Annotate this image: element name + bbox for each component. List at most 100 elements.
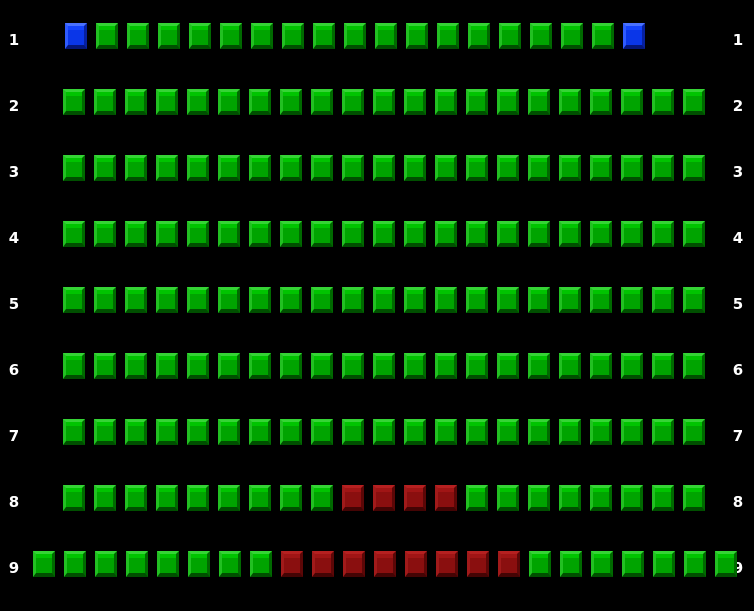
block-green[interactable] bbox=[590, 89, 612, 115]
block-green[interactable] bbox=[684, 551, 706, 577]
block-red[interactable] bbox=[435, 485, 457, 511]
block-green[interactable] bbox=[280, 419, 302, 445]
block-green[interactable] bbox=[156, 221, 178, 247]
block-green[interactable] bbox=[218, 155, 240, 181]
block-green[interactable] bbox=[280, 287, 302, 313]
block-red[interactable] bbox=[343, 551, 365, 577]
block-green[interactable] bbox=[559, 485, 581, 511]
block-green[interactable] bbox=[280, 485, 302, 511]
block-green[interactable] bbox=[528, 287, 550, 313]
block-green[interactable] bbox=[590, 155, 612, 181]
block-green[interactable] bbox=[313, 23, 335, 49]
block-green[interactable] bbox=[189, 23, 211, 49]
block-green[interactable] bbox=[528, 353, 550, 379]
block-green[interactable] bbox=[218, 485, 240, 511]
block-green[interactable] bbox=[466, 419, 488, 445]
block-green[interactable] bbox=[466, 287, 488, 313]
block-green[interactable] bbox=[280, 221, 302, 247]
block-green[interactable] bbox=[311, 419, 333, 445]
block-green[interactable] bbox=[466, 89, 488, 115]
block-green[interactable] bbox=[311, 485, 333, 511]
block-red[interactable] bbox=[467, 551, 489, 577]
block-red[interactable] bbox=[498, 551, 520, 577]
block-green[interactable] bbox=[435, 419, 457, 445]
block-green[interactable] bbox=[94, 287, 116, 313]
block-red[interactable] bbox=[404, 485, 426, 511]
block-green[interactable] bbox=[187, 155, 209, 181]
block-green[interactable] bbox=[590, 353, 612, 379]
block-green[interactable] bbox=[497, 419, 519, 445]
block-green[interactable] bbox=[404, 419, 426, 445]
block-green[interactable] bbox=[652, 287, 674, 313]
block-green[interactable] bbox=[404, 155, 426, 181]
block-green[interactable] bbox=[311, 221, 333, 247]
block-green[interactable] bbox=[435, 353, 457, 379]
block-green[interactable] bbox=[404, 221, 426, 247]
block-green[interactable] bbox=[499, 23, 521, 49]
block-green[interactable] bbox=[158, 23, 180, 49]
block-green[interactable] bbox=[126, 551, 148, 577]
block-green[interactable] bbox=[218, 419, 240, 445]
block-green[interactable] bbox=[187, 353, 209, 379]
block-green[interactable] bbox=[94, 221, 116, 247]
block-green[interactable] bbox=[683, 155, 705, 181]
block-green[interactable] bbox=[280, 155, 302, 181]
block-green[interactable] bbox=[559, 419, 581, 445]
block-green[interactable] bbox=[125, 89, 147, 115]
block-green[interactable] bbox=[373, 89, 395, 115]
block-green[interactable] bbox=[280, 89, 302, 115]
block-green[interactable] bbox=[652, 353, 674, 379]
block-green[interactable] bbox=[249, 89, 271, 115]
block-green[interactable] bbox=[590, 287, 612, 313]
block-green[interactable] bbox=[435, 287, 457, 313]
block-green[interactable] bbox=[187, 485, 209, 511]
block-green[interactable] bbox=[250, 551, 272, 577]
block-green[interactable] bbox=[683, 221, 705, 247]
block-green[interactable] bbox=[621, 287, 643, 313]
block-green[interactable] bbox=[652, 155, 674, 181]
block-green[interactable] bbox=[95, 551, 117, 577]
block-green[interactable] bbox=[561, 23, 583, 49]
block-green[interactable] bbox=[683, 287, 705, 313]
block-green[interactable] bbox=[249, 353, 271, 379]
block-green[interactable] bbox=[125, 353, 147, 379]
block-green[interactable] bbox=[94, 155, 116, 181]
block-green[interactable] bbox=[559, 353, 581, 379]
block-green[interactable] bbox=[187, 287, 209, 313]
block-green[interactable] bbox=[406, 23, 428, 49]
block-green[interactable] bbox=[94, 485, 116, 511]
block-green[interactable] bbox=[621, 221, 643, 247]
block-green[interactable] bbox=[652, 89, 674, 115]
block-green[interactable] bbox=[468, 23, 490, 49]
block-green[interactable] bbox=[311, 353, 333, 379]
block-green[interactable] bbox=[373, 155, 395, 181]
block-green[interactable] bbox=[218, 353, 240, 379]
block-green[interactable] bbox=[497, 287, 519, 313]
block-green[interactable] bbox=[342, 221, 364, 247]
block-green[interactable] bbox=[63, 485, 85, 511]
block-green[interactable] bbox=[683, 485, 705, 511]
block-green[interactable] bbox=[127, 23, 149, 49]
block-green[interactable] bbox=[342, 353, 364, 379]
block-green[interactable] bbox=[497, 221, 519, 247]
block-red[interactable] bbox=[374, 551, 396, 577]
block-green[interactable] bbox=[435, 89, 457, 115]
block-green[interactable] bbox=[435, 155, 457, 181]
block-green[interactable] bbox=[156, 353, 178, 379]
block-green[interactable] bbox=[249, 155, 271, 181]
block-green[interactable] bbox=[94, 353, 116, 379]
block-green[interactable] bbox=[683, 89, 705, 115]
block-green[interactable] bbox=[187, 89, 209, 115]
block-green[interactable] bbox=[404, 353, 426, 379]
block-green[interactable] bbox=[466, 353, 488, 379]
block-green[interactable] bbox=[466, 155, 488, 181]
block-green[interactable] bbox=[715, 551, 737, 577]
block-green[interactable] bbox=[63, 221, 85, 247]
block-green[interactable] bbox=[590, 419, 612, 445]
block-green[interactable] bbox=[156, 155, 178, 181]
block-green[interactable] bbox=[373, 419, 395, 445]
block-green[interactable] bbox=[96, 23, 118, 49]
block-green[interactable] bbox=[373, 353, 395, 379]
block-green[interactable] bbox=[559, 155, 581, 181]
block-green[interactable] bbox=[94, 419, 116, 445]
